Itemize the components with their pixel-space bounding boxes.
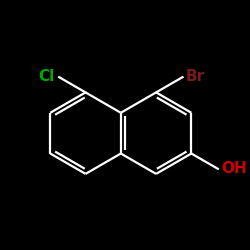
Text: Cl: Cl: [38, 69, 54, 84]
Text: OH: OH: [221, 161, 247, 176]
Text: Br: Br: [186, 69, 205, 84]
